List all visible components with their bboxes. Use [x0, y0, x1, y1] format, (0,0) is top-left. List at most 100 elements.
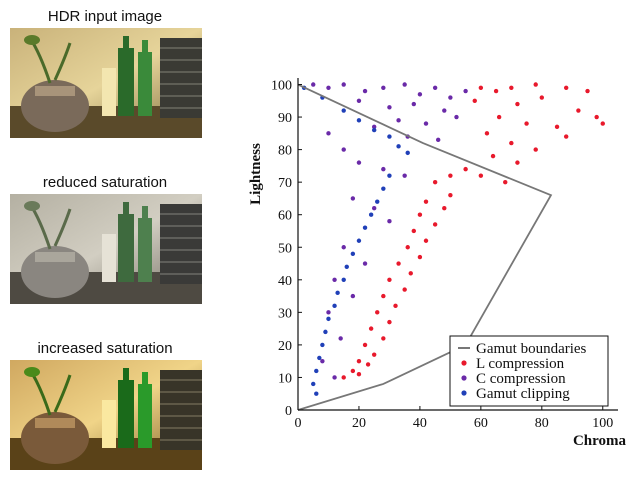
gamut-clipping-point: [368, 212, 374, 217]
c-compression-point: [326, 85, 331, 90]
legend-gamut-boundaries: Gamut boundaries: [476, 341, 587, 357]
points-layer: [301, 82, 605, 396]
legend-gamut-clipping-swatch: [461, 390, 467, 396]
reduced-saturation-photo: [10, 194, 202, 304]
l-compression-point: [509, 85, 514, 90]
l-compression-point: [515, 160, 520, 165]
l-compression-point: [515, 101, 520, 107]
l-compression-point: [442, 205, 447, 211]
l-compression-point: [417, 212, 423, 217]
x-ticks: 0 20 40 60 80 100: [295, 406, 613, 431]
c-compression-point: [326, 310, 331, 315]
gamut-clipping-point: [405, 150, 410, 156]
legend: Gamut boundaries L compression C compres…: [449, 335, 609, 407]
gamut-clipping-point: [326, 316, 331, 322]
gamut-clipping-point: [341, 277, 346, 283]
l-compression-point: [423, 199, 429, 204]
l-compression-point: [490, 153, 496, 159]
y-tick-label: 60: [278, 209, 292, 224]
y-tick-label: 20: [278, 339, 292, 354]
c-compression-point: [387, 105, 392, 110]
c-compression-point: [423, 121, 429, 126]
l-compression-point: [341, 375, 346, 380]
l-compression-point: [524, 121, 529, 126]
l-compression-point: [554, 124, 560, 130]
l-compression-point: [496, 114, 502, 120]
l-compression-point: [368, 326, 374, 331]
x-tick-label: 20: [352, 416, 366, 431]
c-compression-point: [448, 95, 453, 100]
c-compression-point: [381, 166, 386, 172]
c-compression-point: [463, 88, 468, 94]
gamut-clipping-point: [314, 391, 319, 396]
l-compression-point: [563, 85, 569, 90]
l-compression-point: [563, 134, 569, 139]
l-compression-point: [448, 192, 453, 198]
c-compression-point: [387, 219, 392, 224]
gamut-clipping-point: [387, 173, 392, 178]
l-compression-point: [371, 352, 377, 357]
c-compression-point: [402, 82, 407, 87]
l-compression-point: [576, 108, 581, 113]
c-compression-point: [432, 85, 438, 90]
c-compression-point: [442, 108, 447, 113]
l-compression-point: [381, 293, 386, 299]
legend-l-compression: L compression: [476, 356, 565, 372]
l-compression-point: [585, 88, 590, 94]
gamut-clipping-point: [396, 144, 401, 149]
l-compression-point: [417, 254, 423, 260]
l-compression-point: [408, 271, 413, 276]
gamut-clipping-point: [332, 303, 337, 309]
l-compression-point: [463, 166, 468, 172]
c-compression-point: [362, 261, 368, 266]
l-compression-point: [594, 114, 599, 120]
l-compression-point: [472, 98, 477, 103]
increased-saturation-photo: [10, 360, 202, 470]
y-tick-label: 70: [278, 176, 292, 191]
gamut-clipping-point: [311, 381, 316, 387]
l-compression-point: [365, 362, 371, 367]
y-tick-label: 100: [271, 79, 292, 94]
gamut-clipping-point: [356, 238, 362, 243]
gamut-boundary-line: [297, 83, 553, 411]
photo-caption-reduced: reduced saturation: [42, 174, 168, 191]
l-compression-point: [432, 222, 438, 227]
l-compression-point: [402, 287, 407, 292]
c-compression-point: [454, 114, 459, 120]
y-tick-label: 30: [278, 306, 292, 321]
hdr-input-photo: [10, 28, 202, 138]
gamut-clipping-point: [314, 368, 319, 374]
gamut-clipping-point: [375, 199, 380, 204]
gamut-clipping-point: [362, 225, 368, 230]
c-compression-point: [356, 98, 362, 103]
l-compression-point: [362, 342, 368, 348]
c-compression-point: [381, 85, 386, 90]
l-compression-point: [539, 95, 545, 100]
l-compression-point: [387, 319, 392, 325]
l-compression-point: [478, 85, 484, 90]
c-compression-point: [332, 277, 337, 283]
gamut-clipping-point: [350, 251, 356, 256]
c-compression-point: [341, 82, 346, 87]
l-compression-point: [484, 131, 490, 136]
c-compression-point: [435, 137, 441, 143]
l-compression-point: [356, 371, 362, 377]
chart-svg: 0 20 40 60 80 100 0 10 20 30 40 50 60 70 80 90 100 Chro…: [248, 78, 627, 449]
gamut-clipping-point: [371, 127, 377, 133]
c-compression-point: [356, 160, 362, 165]
gamut-clipping-point: [320, 342, 325, 348]
legend-gamut-clipping: Gamut clipping: [476, 386, 570, 402]
c-compression-point: [402, 173, 407, 178]
photo-caption-increased: increased saturation: [37, 340, 173, 357]
x-axis-title: Chroma: [573, 433, 627, 449]
legend-box: [449, 335, 609, 407]
l-compression-point: [448, 173, 453, 178]
gamut-clipping-point: [317, 355, 322, 361]
c-compression-point: [320, 358, 325, 364]
x-tick-label: 0: [295, 416, 302, 431]
legend-l-compression-swatch: [461, 360, 467, 366]
legend-c-compression: C compression: [476, 371, 566, 387]
l-compression-point: [533, 147, 538, 152]
c-compression-point: [417, 92, 423, 97]
l-compression-point: [350, 368, 356, 374]
